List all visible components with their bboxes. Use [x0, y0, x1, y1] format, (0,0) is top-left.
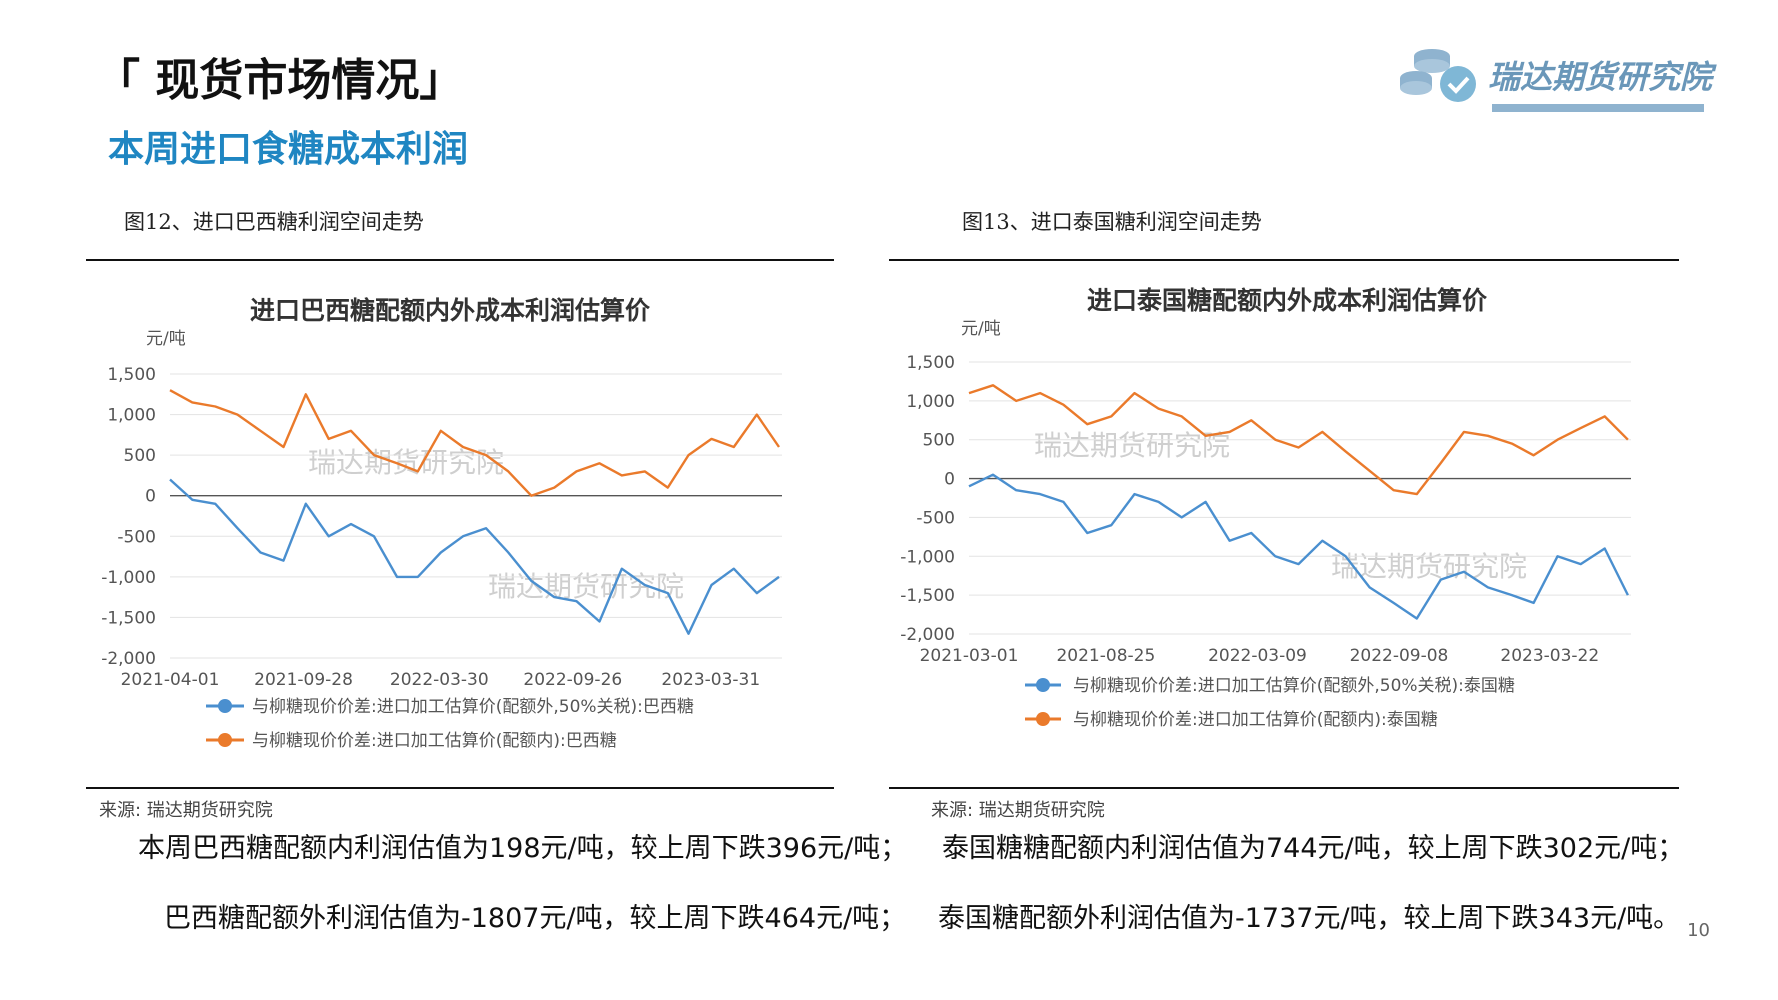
divider [86, 259, 834, 261]
figure-source: 来源: 瑞达期货研究院 [931, 800, 1105, 821]
legend-label: 与柳糖现价价差:进口加工估算价(配额内):泰国糖 [1073, 710, 1438, 730]
y-tick-label: -500 [916, 508, 955, 528]
logo-underline [1492, 104, 1704, 112]
y-tick-label: -1,000 [900, 547, 955, 567]
divider [889, 259, 1679, 261]
x-tick-label: 2022-09-26 [523, 670, 622, 690]
y-tick-label: -1,000 [101, 568, 156, 588]
coins-icon [1400, 49, 1476, 102]
divider [86, 787, 834, 789]
chart-title: 进口巴西糖配额内外成本利润估算价 [250, 296, 651, 325]
y-tick-label: -2,000 [900, 625, 955, 645]
y-tick-label: 1,000 [906, 392, 955, 412]
y-axis-unit: 元/吨 [146, 329, 186, 349]
figure-caption: 图12、进口巴西糖利润空间走势 [124, 210, 424, 234]
x-tick-label: 2021-08-25 [1056, 646, 1155, 666]
x-tick-label: 2023-03-22 [1500, 646, 1599, 666]
page-subtitle: 本周进口食糖成本利润 [108, 129, 469, 170]
logo-text: 瑞达期货研究院 [1488, 58, 1713, 96]
series-line-blue [169, 478, 780, 635]
section-title: 「 现货市场情况」 [96, 55, 464, 106]
x-tick-label: 2021-03-01 [920, 646, 1019, 666]
note-text: 本周巴西糖配额内利润估值为198元/吨，较上周下跌396元/吨； [138, 833, 908, 864]
x-tick-label: 2021-04-01 [121, 670, 220, 690]
watermark: 瑞达期货研究院 [308, 446, 504, 479]
y-tick-label: -2,000 [101, 649, 156, 669]
divider [889, 787, 1679, 789]
page-number: 10 [1687, 920, 1710, 941]
figure-source: 来源: 瑞达期货研究院 [99, 800, 273, 821]
x-tick-label: 2022-03-30 [390, 670, 489, 690]
x-tick-label: 2022-09-08 [1350, 646, 1449, 666]
note-text: 泰国糖糖配额内利润估值为744元/吨，较上周下跌302元/吨； [942, 833, 1685, 864]
note-text: 泰国糖配额外利润估值为-1737元/吨，较上周下跌343元/吨。 [938, 903, 1681, 934]
legend-label: 与柳糖现价价差:进口加工估算价(配额外,50%关税):巴西糖 [252, 697, 694, 717]
y-tick-label: -1,500 [900, 586, 955, 606]
y-tick-label: 0 [944, 470, 955, 490]
y-tick-label: 500 [124, 446, 156, 466]
y-tick-label: -500 [117, 527, 156, 547]
watermark: 瑞达期货研究院 [1331, 550, 1527, 583]
y-tick-label: 1,500 [107, 365, 156, 385]
y-tick-label: 1,000 [107, 406, 156, 426]
y-tick-label: 0 [145, 487, 156, 507]
chart-title: 进口泰国糖配额内外成本利润估算价 [1087, 286, 1488, 315]
y-tick-label: 1,500 [906, 353, 955, 373]
x-tick-label: 2023-03-31 [661, 670, 760, 690]
series-line-blue [968, 473, 1629, 620]
watermark: 瑞达期货研究院 [1034, 429, 1230, 462]
note-text: 巴西糖配额外利润估值为-1807元/吨，较上周下跌464元/吨； [164, 903, 907, 934]
thai-sugar-profit-chart: 进口泰国糖配额内外成本利润估算价 元/吨 瑞达期货研究院 瑞达期货研究院 1,5… [900, 286, 1631, 730]
x-tick-label: 2022-03-09 [1208, 646, 1307, 666]
watermark: 瑞达期货研究院 [488, 570, 684, 603]
series-line-orange [968, 384, 1629, 496]
figure-caption: 图13、进口泰国糖利润空间走势 [962, 210, 1262, 234]
legend-label: 与柳糖现价价差:进口加工估算价(配额外,50%关税):泰国糖 [1073, 676, 1515, 696]
legend-marker-orange [1036, 712, 1050, 726]
brazil-sugar-profit-chart: 进口巴西糖配额内外成本利润估算价 元/吨 瑞达期货研究院 瑞达期货研究院 1,5… [101, 296, 782, 751]
legend-marker-orange [218, 733, 232, 747]
legend-label: 与柳糖现价价差:进口加工估算价(配额内):巴西糖 [252, 731, 617, 751]
x-tick-label: 2021-09-28 [254, 670, 353, 690]
y-tick-label: -1,500 [101, 608, 156, 628]
legend-marker-blue [1036, 678, 1050, 692]
y-tick-label: 500 [923, 431, 955, 451]
brand-logo: 瑞达期货研究院 [1396, 34, 1716, 114]
series-line-orange [169, 389, 780, 497]
y-axis-unit: 元/吨 [961, 319, 1001, 339]
legend-marker-blue [218, 699, 232, 713]
